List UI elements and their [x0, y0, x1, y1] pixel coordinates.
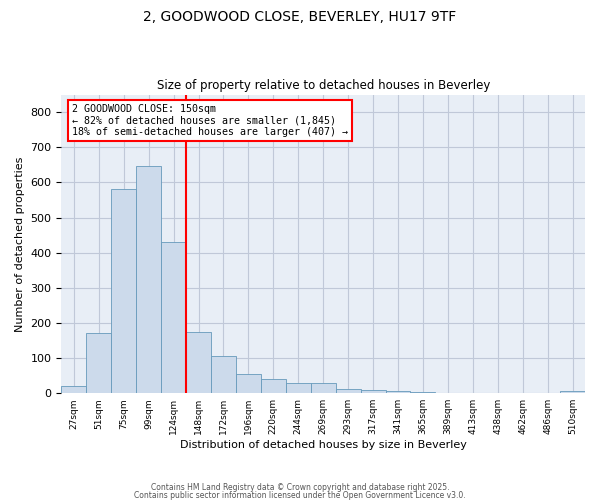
Text: Contains public sector information licensed under the Open Government Licence v3: Contains public sector information licen… — [134, 490, 466, 500]
Bar — [161, 242, 186, 393]
Y-axis label: Number of detached properties: Number of detached properties — [15, 156, 25, 332]
Text: 2, GOODWOOD CLOSE, BEVERLEY, HU17 9TF: 2, GOODWOOD CLOSE, BEVERLEY, HU17 9TF — [143, 10, 457, 24]
Bar — [386, 392, 410, 393]
Bar — [186, 332, 211, 393]
Bar — [361, 390, 386, 393]
Bar — [61, 386, 86, 393]
Bar — [261, 379, 286, 393]
Bar — [236, 374, 261, 393]
Text: Contains HM Land Registry data © Crown copyright and database right 2025.: Contains HM Land Registry data © Crown c… — [151, 484, 449, 492]
Bar — [560, 392, 585, 393]
Title: Size of property relative to detached houses in Beverley: Size of property relative to detached ho… — [157, 79, 490, 92]
Bar — [286, 382, 311, 393]
Bar — [86, 334, 111, 393]
Bar — [311, 382, 335, 393]
Bar — [211, 356, 236, 393]
Bar — [136, 166, 161, 393]
Text: 2 GOODWOOD CLOSE: 150sqm
← 82% of detached houses are smaller (1,845)
18% of sem: 2 GOODWOOD CLOSE: 150sqm ← 82% of detach… — [72, 104, 348, 136]
Bar — [111, 190, 136, 393]
Bar — [335, 388, 361, 393]
Bar — [410, 392, 436, 393]
Bar — [436, 392, 460, 393]
X-axis label: Distribution of detached houses by size in Beverley: Distribution of detached houses by size … — [180, 440, 467, 450]
